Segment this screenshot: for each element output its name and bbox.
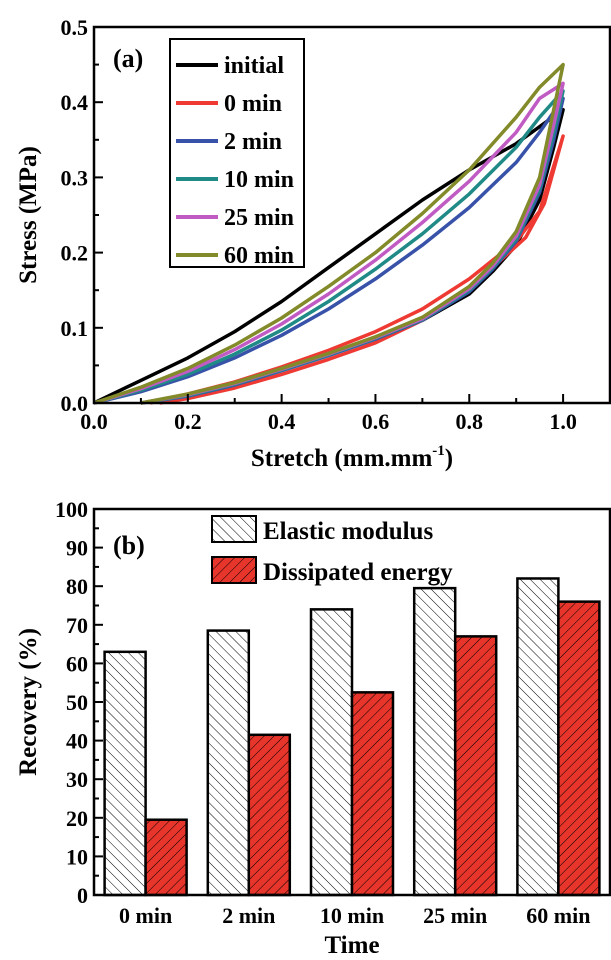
bar-dissipated-energy-60-min — [557, 600, 601, 897]
recovery-bar-chart: 0 10 20 30 40 50 60 70 80 90 100 0 min 2 min 10 min 2… — [15, 497, 611, 959]
x-tick-group: 0.0 0.2 0.4 0.6 0.8 1.0 — [80, 394, 577, 434]
legend-label-25-min: 25 min — [224, 205, 294, 231]
x-tick-label: 60 min — [526, 903, 590, 928]
stress-stretch-chart: 0.0 0.2 0.4 0.6 0.8 1.0 0.0 0.1 0.2 0.3 0.4 0.5 (a… — [15, 15, 611, 472]
x-tick-label: 0.4 — [268, 409, 296, 434]
y-tick-group: 0 10 20 30 40 50 60 70 80 90 100 — [55, 497, 103, 908]
legend-box — [169, 38, 305, 268]
y-tick-label: 80 — [66, 574, 88, 599]
curve-0-min — [149, 134, 565, 405]
y-axis-label: Stress (MPa) — [15, 146, 42, 284]
y-tick-label: 0.3 — [61, 165, 89, 190]
y-tick-label: 20 — [66, 806, 88, 831]
legend-label-60-min: 60 min — [224, 243, 294, 269]
bar-elastic-modulus-10-min — [309, 608, 354, 897]
y-tick-label: 90 — [66, 536, 88, 561]
legend: initial 0 min 2 min 10 min 25 min 60 min — [169, 38, 305, 269]
x-axis-label: Stretch (mm.mm-1) — [251, 443, 453, 472]
panel-label-a: (a) — [113, 44, 143, 73]
x-axis-label: Time — [324, 932, 379, 959]
y-tick-label: 30 — [66, 767, 88, 792]
x-tick-label: 0 min — [119, 903, 172, 928]
y-tick-label: 100 — [55, 497, 88, 522]
curve-60-min — [93, 62, 565, 405]
bar-dissipated-energy-2-min — [247, 733, 292, 897]
y-tick-label: 0.0 — [61, 391, 89, 416]
bar-dissipated-energy-0-min — [144, 818, 188, 897]
y-tick-label: 0 — [77, 883, 88, 908]
legend-label-10-min: 10 min — [224, 167, 294, 193]
x-tick-label: 0.6 — [362, 409, 390, 434]
legend-entries: initial 0 min 2 min 10 min 25 min 60 min — [176, 53, 294, 269]
legend-label-dissipated: Dissipated energy — [263, 559, 453, 586]
bar-dissipated-energy-10-min — [350, 691, 395, 897]
x-tick-label: 0.0 — [80, 409, 108, 434]
y-tick-label: 10 — [66, 844, 88, 869]
y-tick-label: 0.4 — [61, 90, 89, 115]
x-tick-label: 2 min — [222, 903, 275, 928]
legend-swatch-elastic — [211, 515, 257, 543]
y-tick-label: 50 — [66, 690, 88, 715]
legend-label-0-min: 0 min — [224, 91, 282, 117]
curve-group — [93, 62, 565, 405]
legend-label-2-min: 2 min — [224, 129, 282, 155]
x-tick-label: 0.8 — [456, 409, 484, 434]
legend-swatch-dissipated — [211, 556, 257, 584]
bar-elastic-modulus-2-min — [206, 629, 251, 897]
legend: Elastic modulus Dissipated energy — [211, 515, 453, 586]
bar-elastic-modulus-0-min — [103, 650, 147, 897]
legend-label-initial: initial — [224, 53, 284, 79]
y-tick-label: 60 — [66, 651, 88, 676]
bar-group — [103, 577, 601, 897]
y-tick-label: 0.2 — [61, 241, 89, 266]
y-tick-label: 0.1 — [61, 316, 89, 341]
y-tick-group: 0.0 0.1 0.2 0.3 0.4 0.5 — [61, 15, 103, 416]
curve-10-min — [93, 89, 565, 405]
x-tick-label: 25 min — [423, 903, 487, 928]
bar-elastic-modulus-25-min — [412, 586, 457, 897]
bar-dissipated-energy-25-min — [453, 635, 498, 897]
y-axis-label: Recovery (%) — [15, 628, 42, 776]
y-tick-label: 70 — [66, 613, 88, 638]
x-tick-label: 1.0 — [549, 409, 577, 434]
y-tick-label: 0.5 — [61, 15, 89, 40]
bar-elastic-modulus-60-min — [516, 577, 560, 897]
x-tick-label: 10 min — [320, 903, 384, 928]
x-tick-label: 0.2 — [174, 409, 202, 434]
y-tick-label: 40 — [66, 729, 88, 754]
legend-label-elastic: Elastic modulus — [263, 518, 433, 545]
panel-label-b: (b) — [113, 531, 145, 560]
x-tick-group: 0 min 2 min 10 min 25 min 60 min — [119, 886, 590, 928]
